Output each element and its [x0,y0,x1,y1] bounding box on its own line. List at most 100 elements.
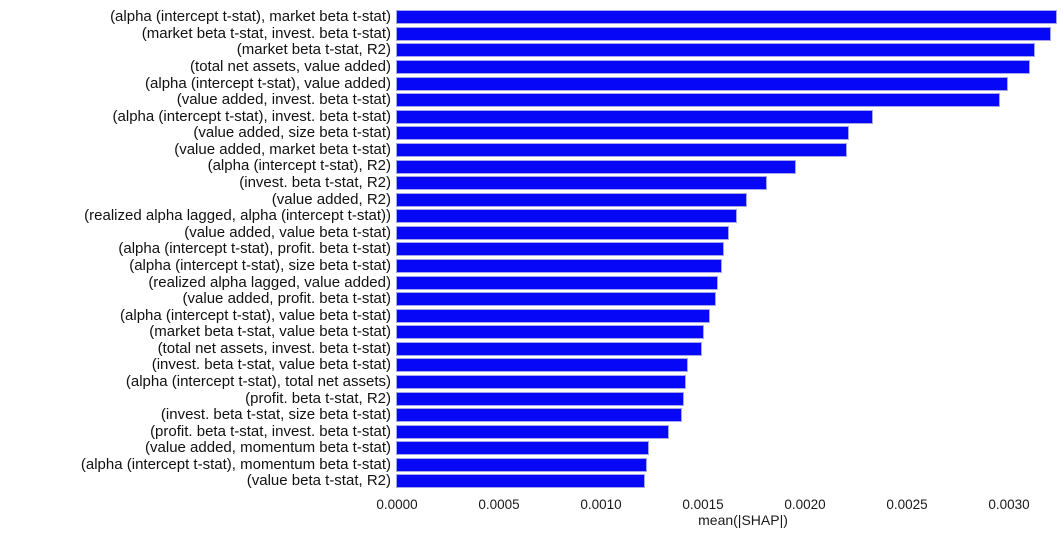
bar-row: (alpha (intercept t-stat), momentum beta… [0,455,1062,474]
x-tick-label: 0.0025 [886,497,928,512]
category-label: (realized alpha lagged, alpha (intercept… [84,207,391,225]
category-label: (alpha (intercept t-stat), profit. beta … [118,240,391,258]
bar [396,142,847,157]
bar-row: (market beta t-stat, value beta t-stat) [0,324,1062,341]
bar-row: (alpha (intercept t-stat), total net ass… [0,374,1062,391]
bar [396,325,705,340]
category-label: (alpha (intercept t-stat), invest. beta … [112,107,391,125]
bar-track [396,26,1062,43]
plot-area: (alpha (intercept t-stat), market beta t… [0,9,1062,490]
bar [396,292,717,307]
bar-track [396,258,1062,275]
category-label: (invest. beta t-stat, size beta t-stat) [160,406,391,424]
category-label: (value added, profit. beta t-stat) [182,290,391,308]
bar [396,358,688,373]
bar-track [396,142,1062,159]
x-tick-label: 0.0015 [682,497,724,512]
bar-row: (alpha (intercept t-stat), profit. beta … [0,241,1062,258]
category-label: (value added, R2) [271,190,391,208]
bar-row: (alpha (intercept t-stat), market beta t… [0,9,1062,26]
bar-row: (profit. beta t-stat, R2) [0,390,1062,407]
bar [396,375,686,390]
category-label: (market beta t-stat, invest. beta t-stat… [141,24,391,42]
bar [396,176,768,191]
bar-row: (total net assets, invest. beta t-stat) [0,339,1062,358]
category-label: (invest. beta t-stat, R2) [239,174,391,192]
bar-track [396,225,1062,242]
bar [396,474,645,489]
bar-track [396,75,1062,92]
bar [396,341,702,356]
category-label: (alpha (intercept t-stat), size beta t-s… [129,256,391,274]
bar-track [396,241,1062,258]
bar-row: (value added, profit. beta t-stat) [0,291,1062,308]
category-label: (market beta t-stat, value beta t-stat) [149,323,391,341]
bar-track [396,457,1062,474]
category-label: (alpha (intercept t-stat), momentum beta… [80,455,391,473]
bar [396,159,796,174]
bar [396,93,1000,108]
bar [396,225,729,240]
category-label: (alpha (intercept t-stat), value added) [145,74,391,92]
bar-row: (value added, size beta t-stat) [0,125,1062,142]
bar-track [396,374,1062,391]
bar-row: (market beta t-stat, invest. beta t-stat… [0,24,1062,43]
bar [396,391,684,406]
bar-track [396,92,1062,109]
category-label: (market beta t-stat, R2) [236,41,391,59]
bar-track [396,341,1062,358]
x-axis-label: mean(|SHAP|) [698,512,788,528]
x-tick-label: 0.0000 [376,497,418,512]
category-label: (value added, invest. beta t-stat) [176,91,391,109]
bar [396,43,1035,58]
x-tick-label: 0.0005 [478,497,520,512]
bar-row: (value added, market beta t-stat) [0,140,1062,159]
bar-row: (realized alpha lagged, alpha (intercept… [0,208,1062,225]
bar [396,60,1031,75]
bar-row: (alpha (intercept t-stat), value added) [0,75,1062,92]
x-tick-label: 0.0030 [988,497,1030,512]
bar-track [396,407,1062,424]
bar-row: (market beta t-stat, R2) [0,42,1062,59]
bar-row: (alpha (intercept t-stat), value beta t-… [0,307,1062,324]
category-label: (alpha (intercept t-stat), R2) [207,157,391,175]
category-label: (total net assets, invest. beta t-stat) [157,339,391,357]
bar-row: (value added, invest. beta t-stat) [0,92,1062,109]
bar [396,408,682,423]
bar [396,126,849,141]
bar-track [396,274,1062,291]
bar-track [396,440,1062,457]
bar [396,76,1008,91]
x-axis: 0.0000 0.0005 0.0010 0.0015 0.0020 0.0025 0.00… [376,497,1062,513]
bar-track [396,158,1062,175]
category-label: (profit. beta t-stat, R2) [245,389,391,407]
category-label: (alpha (intercept t-stat), market beta t… [110,8,391,26]
bar [396,10,1057,25]
category-label: (alpha (intercept t-stat), total net ass… [125,373,391,390]
category-label: (value added, market beta t-stat) [174,140,391,158]
bar-track [396,423,1062,440]
bar-row: (alpha (intercept t-stat), invest. beta … [0,108,1062,125]
bar [396,258,723,273]
bar-row: (invest. beta t-stat, value beta t-stat) [0,357,1062,374]
bar-row: (value beta t-stat, R2) [0,473,1062,490]
bar [396,457,647,472]
category-label: (value added, size beta t-stat) [193,124,391,142]
bar-track [396,473,1062,490]
category-label: (value added, momentum beta t-stat) [145,439,391,457]
category-label: (alpha (intercept t-stat), value beta t-… [120,306,391,324]
bar-track [396,390,1062,407]
category-label: (total net assets, value added) [190,58,391,76]
bar [396,109,874,124]
bar-track [396,175,1062,192]
category-label: (value added, value beta t-stat) [184,223,391,241]
bar [396,192,747,207]
x-tick-label: 0.0020 [784,497,826,512]
x-tick-label: 0.0010 [580,497,622,512]
category-label: (invest. beta t-stat, value beta t-stat) [151,356,391,374]
bar-track [396,9,1062,26]
bar-row: (profit. beta t-stat, invest. beta t-sta… [0,423,1062,440]
bar-row: (value added, R2) [0,191,1062,208]
bar [396,424,670,439]
